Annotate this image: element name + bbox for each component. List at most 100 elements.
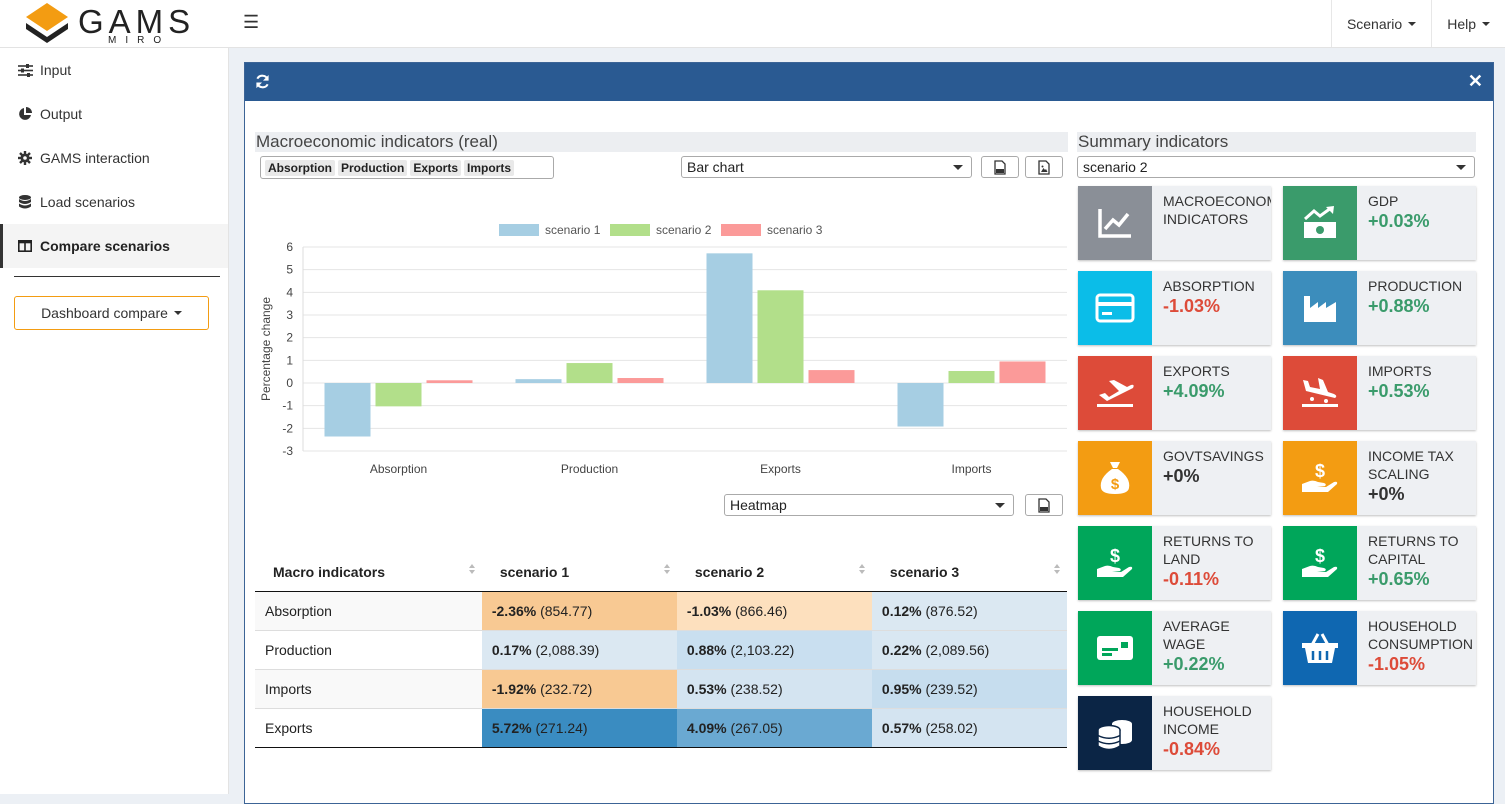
tile-label: PRODUCTION +0.88% bbox=[1368, 277, 1476, 315]
menu-toggle-icon[interactable]: ☰ bbox=[243, 12, 260, 32]
tile-value: +0.65% bbox=[1368, 569, 1430, 588]
close-icon[interactable]: ✕ bbox=[1467, 71, 1483, 91]
csv-file-icon bbox=[1038, 497, 1050, 513]
heatmap-cell: 5.72% (271.24) bbox=[481, 708, 677, 748]
indicator-chip[interactable]: Exports bbox=[410, 159, 462, 176]
dashboard-compare-button[interactable]: Dashboard compare bbox=[14, 296, 209, 330]
sidebar-item-input[interactable]: Input bbox=[0, 48, 228, 92]
cell-absolute: (271.24) bbox=[535, 720, 588, 736]
heatmap-cell: 0.95% (239.52) bbox=[871, 669, 1067, 709]
scenario-menu-button[interactable]: Scenario bbox=[1330, 0, 1431, 47]
chart-type-select[interactable]: Bar chart bbox=[681, 156, 972, 178]
summary-tile[interactable]: $ GOVTSAVINGS +0% bbox=[1078, 441, 1271, 515]
y-tick-label: 2 bbox=[286, 331, 293, 345]
cell-absolute: (2,088.39) bbox=[535, 642, 600, 658]
hand-dollar-icon: $ bbox=[1283, 526, 1357, 600]
y-axis-label: Percentage change bbox=[259, 297, 273, 401]
chart-type-value: Bar chart bbox=[687, 159, 744, 175]
sidebar-item-output[interactable]: Output bbox=[0, 92, 228, 136]
indicator-chip[interactable]: Imports bbox=[464, 159, 515, 176]
table-type-value: Heatmap bbox=[730, 497, 787, 513]
tile-label-text: RETURNS TO CAPITAL bbox=[1368, 533, 1459, 567]
y-tick-label: 6 bbox=[286, 240, 293, 254]
cell-percent: 0.12% bbox=[881, 603, 922, 619]
x-tick-label: Exports bbox=[760, 462, 801, 476]
help-menu-button[interactable]: Help bbox=[1431, 0, 1505, 47]
column-header[interactable]: scenario 2 bbox=[676, 552, 872, 592]
column-header[interactable]: Macro indicators bbox=[255, 552, 482, 592]
heatmap-cell: 0.17% (2,088.39) bbox=[481, 630, 677, 670]
summary-tile[interactable]: $ RETURNS TO LAND -0.11% bbox=[1078, 526, 1271, 600]
pie-chart-icon bbox=[17, 107, 33, 121]
sidebar-item-label: GAMS interaction bbox=[40, 150, 150, 166]
heatmap-table: Macro indicators scenario 1 scenario 2 s… bbox=[255, 552, 1067, 748]
caret-down-icon bbox=[1408, 21, 1417, 26]
compare-box: ✕ Macroeconomic indicators (real) Absorp… bbox=[244, 62, 1494, 804]
tile-label: RETURNS TO LAND -0.11% bbox=[1163, 532, 1271, 588]
y-tick-label: 5 bbox=[286, 263, 293, 277]
summary-tile[interactable]: ABSORPTION -1.03% bbox=[1078, 271, 1271, 345]
x-tick-label: Imports bbox=[951, 462, 991, 476]
tile-label: AVERAGE WAGE +0.22% bbox=[1163, 617, 1271, 673]
bar bbox=[426, 380, 473, 383]
indicator-chip[interactable]: Production bbox=[338, 159, 408, 176]
sidebar-item-label: Compare scenarios bbox=[40, 238, 170, 254]
summary-tile[interactable]: HOUSEHOLD INCOME -0.84% bbox=[1078, 696, 1271, 770]
summary-tile[interactable]: PRODUCTION +0.88% bbox=[1283, 271, 1476, 345]
indicator-chip[interactable]: Absorption bbox=[265, 159, 335, 176]
refresh-icon[interactable] bbox=[255, 74, 270, 94]
caret-down-icon bbox=[173, 311, 182, 315]
heatmap-cell: -2.36% (854.77) bbox=[481, 591, 677, 631]
tile-value: +0.22% bbox=[1163, 654, 1225, 673]
y-tick-label: -2 bbox=[282, 421, 293, 435]
summary-tile[interactable]: $ INCOME TAX SCALING +0% bbox=[1283, 441, 1476, 515]
summary-tile[interactable]: MACROECONOMIC INDICATORS bbox=[1078, 186, 1271, 260]
table-row: Production 0.17% (2,088.39) 0.88% (2,103.2… bbox=[255, 630, 1067, 670]
sidebar-item-compare-scenarios[interactable]: Compare scenarios bbox=[0, 224, 228, 268]
cell-absolute: (238.52) bbox=[730, 681, 783, 697]
tile-label-text: ABSORPTION bbox=[1163, 278, 1255, 294]
money-bag-icon: $ bbox=[1078, 441, 1152, 515]
bar bbox=[375, 383, 422, 407]
dashboard-compare-label: Dashboard compare bbox=[41, 305, 168, 321]
row-label: Imports bbox=[255, 669, 482, 709]
summary-tile[interactable]: $ RETURNS TO CAPITAL +0.65% bbox=[1283, 526, 1476, 600]
summary-tile[interactable]: EXPORTS +4.09% bbox=[1078, 356, 1271, 430]
sidebar-item-load-scenarios[interactable]: Load scenarios bbox=[0, 180, 228, 224]
tile-value: +0.53% bbox=[1368, 381, 1430, 400]
sidebar-item-gams-interaction[interactable]: GAMS interaction bbox=[0, 136, 228, 180]
summary-tile[interactable]: IMPORTS +0.53% bbox=[1283, 356, 1476, 430]
heatmap-cell: 4.09% (267.05) bbox=[676, 708, 872, 748]
table-type-select[interactable]: Heatmap bbox=[724, 494, 1014, 516]
indicator-select-input[interactable]: Absorption Production Exports Imports bbox=[260, 156, 554, 179]
row-label: Exports bbox=[255, 708, 482, 748]
tile-label: HOUSEHOLD CONSUMPTION -1.05% bbox=[1368, 617, 1476, 673]
summary-tile[interactable]: AVERAGE WAGE +0.22% bbox=[1078, 611, 1271, 685]
heatmap-cell: 0.53% (238.52) bbox=[676, 669, 872, 709]
column-header[interactable]: scenario 1 bbox=[481, 552, 677, 592]
download-csv-button[interactable] bbox=[981, 156, 1019, 178]
download-image-button[interactable] bbox=[1025, 156, 1063, 178]
summary-tile[interactable]: GDP +0.03% bbox=[1283, 186, 1476, 260]
hand-dollar-icon: $ bbox=[1078, 526, 1152, 600]
cell-absolute: (2,089.56) bbox=[925, 642, 990, 658]
tile-label-text: HOUSEHOLD INCOME bbox=[1163, 703, 1252, 737]
download-table-csv-button[interactable] bbox=[1025, 494, 1063, 516]
database-icon bbox=[17, 195, 33, 209]
x-tick-label: Absorption bbox=[370, 462, 427, 476]
gams-miro-logo[interactable]: GAMS MIRO bbox=[0, 0, 228, 47]
svg-text:$: $ bbox=[1110, 546, 1120, 566]
summary-scenario-select[interactable]: scenario 2 bbox=[1077, 156, 1475, 178]
legend-swatch bbox=[499, 224, 539, 236]
bar bbox=[808, 370, 855, 383]
cell-percent: 0.95% bbox=[881, 681, 922, 697]
column-header[interactable]: scenario 3 bbox=[871, 552, 1067, 592]
tile-label: HOUSEHOLD INCOME -0.84% bbox=[1163, 702, 1271, 758]
money-bill-icon bbox=[1078, 611, 1152, 685]
table-row: Absorption -2.36% (854.77) -1.03% (866.46)… bbox=[255, 591, 1067, 631]
heatmap-cell: 0.88% (2,103.22) bbox=[676, 630, 872, 670]
summary-tile[interactable]: HOUSEHOLD CONSUMPTION -1.05% bbox=[1283, 611, 1476, 685]
cell-absolute: (854.77) bbox=[540, 603, 593, 619]
cell-absolute: (267.05) bbox=[730, 720, 783, 736]
logo-text: GAMS bbox=[78, 3, 196, 40]
